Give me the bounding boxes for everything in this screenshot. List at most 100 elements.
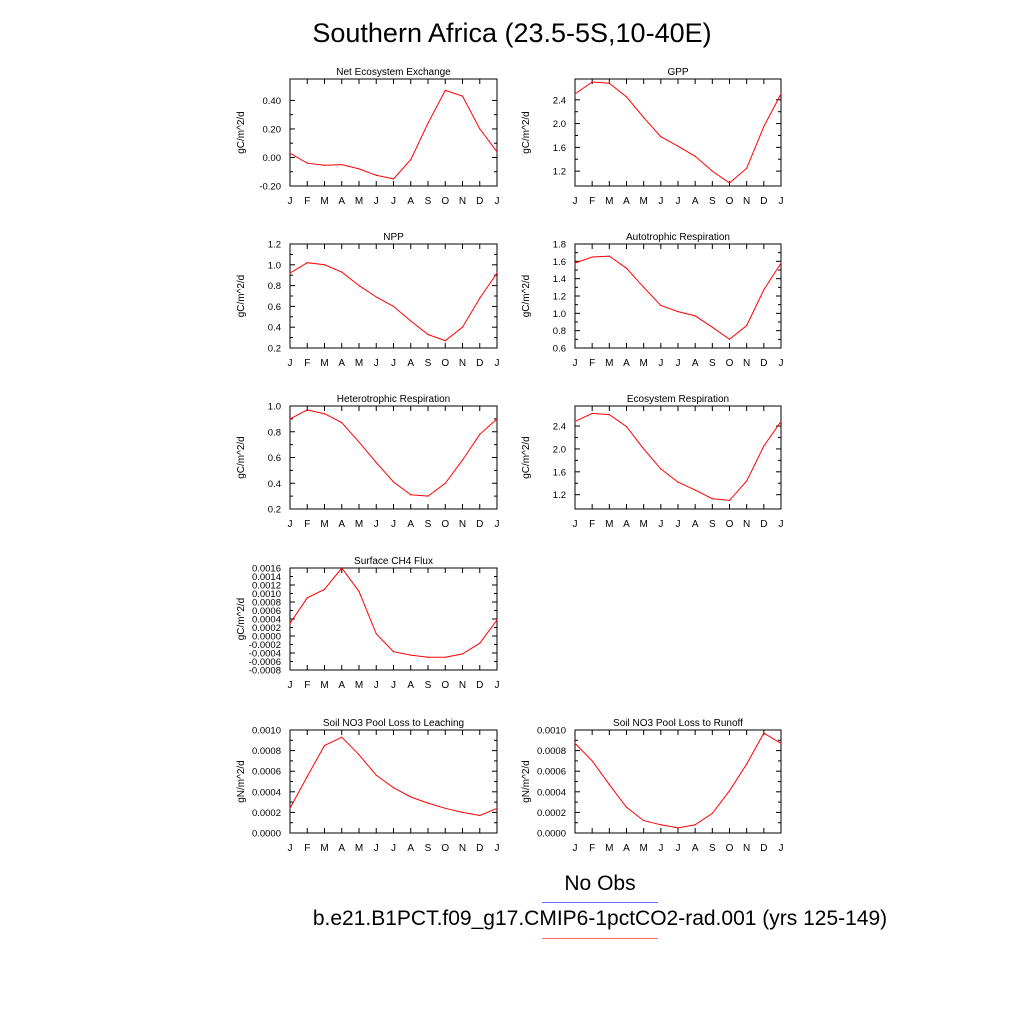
- x-tick-label: O: [441, 196, 449, 207]
- y-axis-label: gN/m^2/d: [521, 760, 532, 803]
- plot-frame: [289, 243, 498, 349]
- data-point: [410, 494, 412, 496]
- data-point: [392, 481, 395, 483]
- x-tick-label: O: [726, 843, 734, 854]
- data-point: [608, 255, 610, 257]
- x-tick-label: D: [476, 680, 483, 691]
- data-point: [608, 413, 610, 416]
- data-point: [479, 433, 481, 435]
- x-tick-label: A: [692, 843, 699, 854]
- x-tick-label: J: [288, 843, 293, 854]
- figure-title: Southern Africa (23.5-5S,10-40E): [312, 18, 712, 48]
- x-tick-label: N: [459, 196, 466, 207]
- y-tick-label: 0.0006: [252, 767, 281, 778]
- x-tick-label: M: [639, 196, 647, 207]
- data-point: [763, 289, 765, 291]
- x-tick-label: N: [459, 680, 466, 691]
- series-line: [289, 567, 498, 658]
- x-tick-label: J: [779, 358, 784, 369]
- x-tick-label: J: [676, 843, 681, 854]
- y-tick-label: 0.8: [268, 427, 281, 438]
- x-tick-label: J: [391, 843, 396, 854]
- y-axis-label: gC/m^2/d: [521, 111, 532, 154]
- x-tick-label: S: [425, 519, 432, 530]
- x-tick-label: A: [338, 680, 345, 691]
- x-tick-label: F: [304, 519, 310, 530]
- x-tick-label: J: [495, 196, 500, 207]
- data-point: [323, 744, 326, 747]
- x-tick-label: A: [623, 196, 630, 207]
- x-tick-label: M: [605, 519, 613, 530]
- plot-frame: [289, 567, 498, 671]
- y-tick-label: 2.4: [553, 95, 566, 106]
- y-tick-label: 0.6: [268, 453, 281, 464]
- x-tick-label: M: [355, 358, 363, 369]
- data-point: [392, 787, 395, 789]
- y-tick-label: 1.2: [268, 240, 281, 251]
- data-point: [780, 93, 782, 95]
- data-point: [341, 736, 343, 738]
- y-tick-label: 0.4: [268, 323, 281, 334]
- x-tick-label: J: [374, 196, 379, 207]
- y-tick-label: 0.0008: [537, 746, 566, 757]
- data-point: [358, 754, 360, 756]
- data-point: [694, 315, 696, 317]
- x-tick-label: J: [573, 196, 578, 207]
- y-tick-label: 0.0002: [252, 623, 281, 634]
- x-tick-label: O: [726, 519, 734, 530]
- x-tick-label: J: [658, 843, 663, 854]
- data-point: [323, 588, 326, 590]
- x-tick-label: O: [726, 196, 734, 207]
- data-point: [306, 262, 308, 264]
- x-tick-label: J: [288, 680, 293, 691]
- data-point: [591, 760, 593, 762]
- data-point: [574, 262, 576, 264]
- series-line: [289, 409, 498, 497]
- panel-title: Ecosystem Respiration: [627, 394, 729, 405]
- x-tick-label: O: [441, 680, 449, 691]
- data-point: [746, 324, 748, 327]
- x-tick-label: J: [573, 519, 578, 530]
- data-point: [591, 412, 593, 415]
- x-tick-label: J: [676, 519, 681, 530]
- x-tick-label: J: [658, 519, 663, 530]
- x-tick-label: S: [425, 358, 432, 369]
- data-point: [763, 445, 765, 447]
- y-tick-label: 0.0004: [252, 615, 281, 626]
- x-tick-label: F: [304, 358, 310, 369]
- x-tick-label: J: [495, 519, 500, 530]
- data-point: [341, 567, 343, 569]
- series-line: [289, 736, 498, 817]
- data-point: [375, 174, 377, 176]
- data-point: [323, 264, 326, 266]
- x-tick-label: S: [709, 196, 716, 207]
- data-point: [625, 96, 628, 98]
- x-tick-label: J: [676, 358, 681, 369]
- x-tick-label: A: [623, 358, 630, 369]
- x-tick-label: J: [288, 519, 293, 530]
- x-tick-label: A: [407, 519, 414, 530]
- x-tick-label: A: [407, 196, 414, 207]
- data-point: [358, 441, 360, 443]
- data-point: [677, 481, 679, 483]
- data-point: [643, 117, 645, 119]
- legend-model-label: b.e21.B1PCT.f09_g17.CMIP6-1pctCO2-rad.00…: [312, 907, 888, 930]
- x-tick-label: A: [623, 519, 630, 530]
- data-point: [427, 802, 429, 804]
- x-tick-label: D: [476, 196, 483, 207]
- data-point: [323, 164, 326, 166]
- y-tick-label: 0.0008: [252, 598, 281, 609]
- data-point: [306, 409, 308, 411]
- x-tick-label: S: [709, 843, 716, 854]
- data-point: [728, 499, 731, 502]
- x-tick-label: A: [338, 196, 345, 207]
- x-tick-label: A: [407, 358, 414, 369]
- x-tick-label: J: [573, 843, 578, 854]
- x-tick-label: S: [425, 196, 432, 207]
- x-tick-label: N: [743, 196, 750, 207]
- data-point: [427, 333, 429, 336]
